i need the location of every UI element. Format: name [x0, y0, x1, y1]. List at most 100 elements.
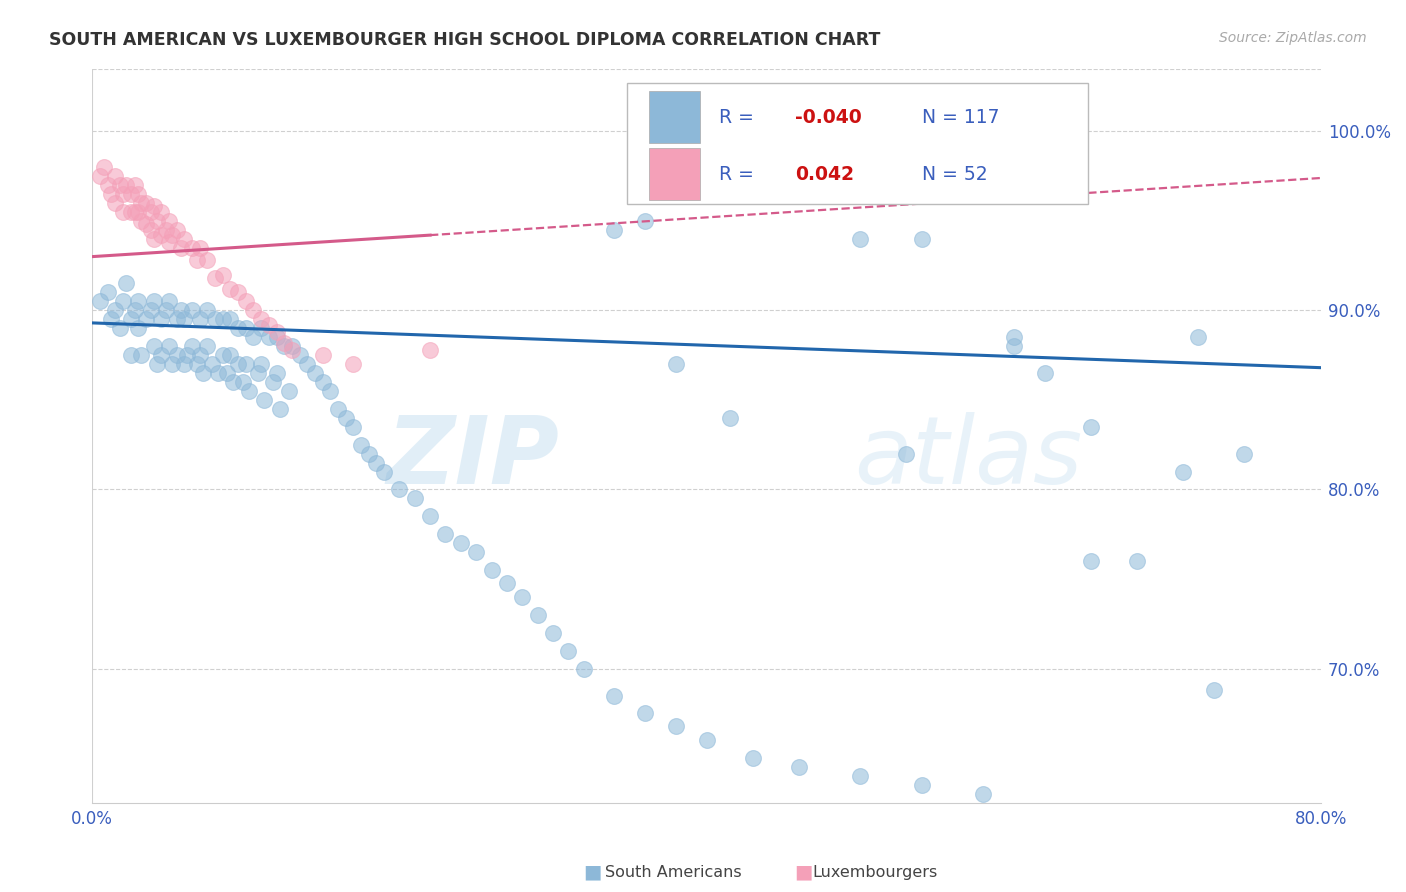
Point [849, 769, 872, 783]
Point [242, 330, 264, 344]
Text: R =: R = [718, 108, 759, 127]
Point [160, 357, 183, 371]
Point [235, 357, 257, 371]
Point [150, 204, 173, 219]
Point [108, 178, 131, 192]
Point [304, 366, 326, 380]
Point [366, 456, 388, 470]
Point [849, 232, 872, 246]
Point [115, 178, 138, 192]
Point [135, 195, 157, 210]
Point [1002, 339, 1025, 353]
Point [124, 303, 146, 318]
Text: ■: ■ [794, 863, 813, 882]
Point [186, 357, 208, 371]
Point [157, 235, 180, 250]
Point [155, 223, 177, 237]
Point [188, 241, 211, 255]
Point [311, 348, 333, 362]
Point [665, 357, 688, 371]
Point [120, 204, 142, 219]
Point [281, 343, 304, 357]
Point [166, 223, 188, 237]
Point [145, 357, 167, 371]
Point [195, 339, 218, 353]
Point [188, 312, 211, 326]
Point [160, 228, 183, 243]
Point [1080, 554, 1102, 568]
Point [253, 392, 276, 407]
Point [257, 330, 280, 344]
Point [1033, 366, 1056, 380]
Point [665, 719, 688, 733]
Point [139, 303, 162, 318]
Point [273, 335, 295, 350]
Point [419, 509, 441, 524]
Point [104, 169, 127, 183]
Point [1233, 447, 1256, 461]
Point [115, 277, 138, 291]
Point [195, 303, 218, 318]
Point [257, 318, 280, 332]
Point [219, 348, 242, 362]
Text: South Americans: South Americans [605, 865, 741, 880]
Point [496, 575, 519, 590]
Point [266, 366, 288, 380]
Point [170, 241, 193, 255]
Point [131, 195, 153, 210]
Point [219, 312, 242, 326]
Point [232, 375, 254, 389]
Point [96, 285, 118, 300]
Text: SOUTH AMERICAN VS LUXEMBOURGER HIGH SCHOOL DIPLOMA CORRELATION CHART: SOUTH AMERICAN VS LUXEMBOURGER HIGH SCHO… [49, 31, 880, 49]
Point [266, 325, 288, 339]
Point [204, 312, 226, 326]
Point [111, 294, 134, 309]
Point [342, 357, 364, 371]
Point [181, 303, 204, 318]
Point [142, 339, 165, 353]
Text: ZIP: ZIP [387, 412, 560, 504]
Point [139, 223, 162, 237]
Point [1202, 683, 1225, 698]
Text: N = 117: N = 117 [922, 108, 1000, 127]
Point [557, 644, 579, 658]
Bar [648, 92, 700, 143]
Point [135, 312, 157, 326]
Point [696, 733, 718, 747]
Point [131, 214, 153, 228]
Point [155, 303, 177, 318]
Point [100, 312, 122, 326]
Text: ■: ■ [583, 863, 602, 882]
Point [465, 545, 488, 559]
Point [157, 294, 180, 309]
Point [226, 357, 249, 371]
Text: -0.040: -0.040 [796, 108, 862, 127]
Point [269, 401, 291, 416]
Point [273, 339, 295, 353]
Point [93, 160, 115, 174]
Point [342, 419, 364, 434]
Point [100, 186, 122, 201]
Point [150, 312, 173, 326]
Point [89, 169, 111, 183]
Point [357, 447, 380, 461]
Point [89, 294, 111, 309]
Point [911, 778, 934, 792]
Point [1187, 330, 1209, 344]
Point [139, 204, 162, 219]
Point [211, 268, 233, 282]
Point [166, 348, 188, 362]
Point [250, 312, 273, 326]
Point [335, 410, 357, 425]
Point [634, 706, 657, 721]
Point [142, 294, 165, 309]
Point [572, 662, 595, 676]
Point [170, 303, 193, 318]
Point [277, 384, 299, 398]
Point [181, 241, 204, 255]
Text: R =: R = [718, 165, 766, 184]
Point [96, 178, 118, 192]
Point [250, 321, 273, 335]
Point [281, 339, 304, 353]
Point [191, 366, 214, 380]
